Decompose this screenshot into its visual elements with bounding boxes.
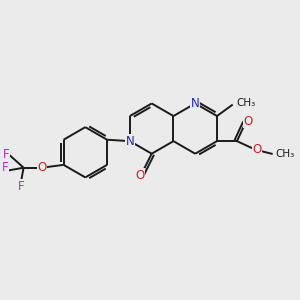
Text: O: O <box>244 115 253 128</box>
Text: F: F <box>2 161 8 174</box>
Text: F: F <box>17 180 24 193</box>
Text: N: N <box>125 135 134 148</box>
Text: CH₃: CH₃ <box>275 149 295 159</box>
Text: O: O <box>252 143 262 156</box>
Text: N: N <box>191 97 200 110</box>
Text: O: O <box>38 161 47 174</box>
Text: O: O <box>136 169 145 182</box>
Text: CH₃: CH₃ <box>236 98 255 108</box>
Text: F: F <box>3 148 10 161</box>
